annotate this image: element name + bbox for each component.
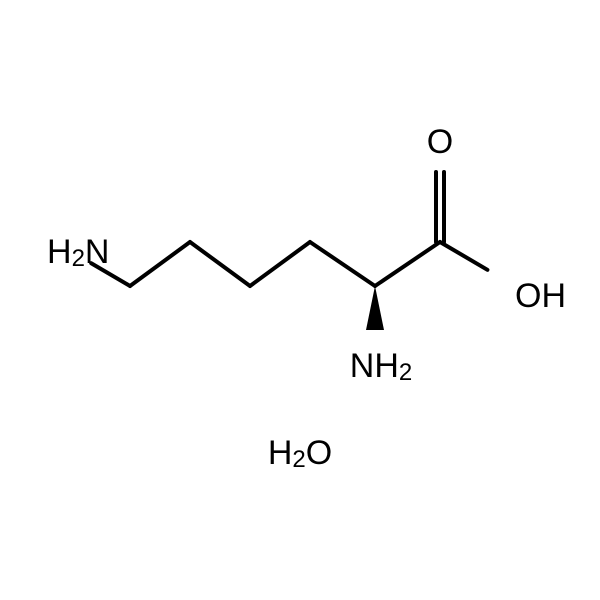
structure-diagram: H2NNH2OOHH2O: [0, 0, 600, 600]
atom-label-O_hydroxyl: OH: [515, 277, 566, 315]
atom-label-O_double: O: [427, 123, 453, 161]
